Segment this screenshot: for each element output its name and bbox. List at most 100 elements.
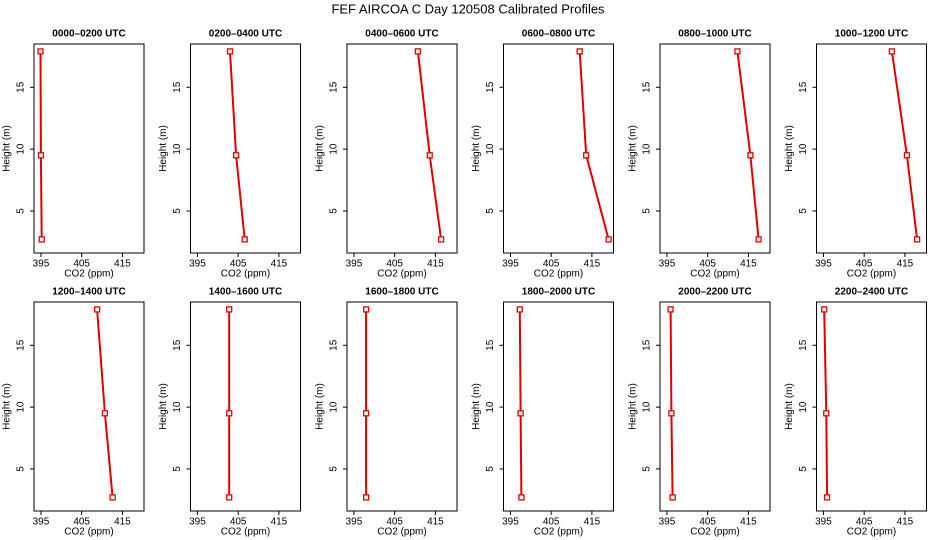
x-tick-label: 415 bbox=[114, 259, 131, 270]
profile-line bbox=[229, 51, 246, 240]
plot-frame bbox=[659, 43, 771, 254]
y-tick-label: 5 bbox=[16, 208, 27, 214]
data-point bbox=[605, 236, 612, 243]
data-point bbox=[109, 494, 116, 501]
y-axis-label: Height (m) bbox=[471, 383, 482, 430]
data-point bbox=[823, 410, 830, 417]
y-tick-label: 15 bbox=[642, 339, 653, 351]
x-axis-label: CO2 (ppm) bbox=[64, 527, 113, 538]
x-tick-label: 395 bbox=[815, 259, 832, 270]
panel-title: 1000–1200 UTC bbox=[835, 29, 908, 40]
y-axis-label: Height (m) bbox=[158, 383, 169, 430]
y-tick-label: 15 bbox=[485, 339, 496, 351]
y-tick-label: 10 bbox=[172, 401, 183, 413]
y-tick-label: 15 bbox=[798, 81, 809, 93]
panel-title: 1200–1400 UTC bbox=[52, 287, 125, 298]
y-tick-label: 15 bbox=[485, 81, 496, 93]
panel-title: 0600–0800 UTC bbox=[522, 29, 595, 40]
plot-frame bbox=[190, 43, 301, 254]
panel-title: 1800–2000 UTC bbox=[522, 287, 595, 298]
plot-frame bbox=[190, 301, 301, 512]
x-axis-label: CO2 (ppm) bbox=[534, 527, 583, 538]
x-tick-label: 415 bbox=[897, 517, 914, 528]
data-point bbox=[362, 494, 370, 501]
y-tick-label: 5 bbox=[329, 208, 340, 214]
x-tick-label: 415 bbox=[271, 517, 288, 528]
y-tick-label: 10 bbox=[16, 401, 27, 413]
plot-frame bbox=[346, 43, 458, 254]
x-tick-label: 395 bbox=[346, 517, 363, 528]
y-axis-label: Height (m) bbox=[784, 125, 795, 172]
data-point bbox=[583, 152, 590, 159]
y-tick-label: 10 bbox=[485, 143, 496, 155]
data-point bbox=[226, 410, 233, 417]
x-tick-label: 405 bbox=[386, 259, 403, 270]
data-point bbox=[755, 236, 762, 243]
panel-title: 0000–0200 UTC bbox=[52, 29, 125, 40]
page-title: FEF AIRCOA C Day 120508 Calibrated Profi… bbox=[331, 1, 605, 16]
profile-line bbox=[96, 309, 114, 498]
x-tick-label: 415 bbox=[897, 259, 914, 270]
x-tick-label: 405 bbox=[543, 259, 560, 270]
y-tick-label: 10 bbox=[172, 143, 183, 155]
y-tick-label: 10 bbox=[642, 401, 653, 413]
x-tick-label: 395 bbox=[33, 517, 50, 528]
y-axis-label: Height (m) bbox=[471, 125, 482, 172]
data-point bbox=[362, 410, 370, 417]
plot-frame bbox=[659, 301, 771, 512]
y-tick-label: 10 bbox=[329, 401, 340, 413]
data-point bbox=[888, 48, 896, 55]
y-tick-label: 5 bbox=[642, 466, 653, 472]
y-tick-label: 5 bbox=[329, 466, 340, 472]
y-axis-label: Height (m) bbox=[2, 125, 13, 172]
y-tick-label: 15 bbox=[798, 339, 809, 351]
data-point bbox=[518, 494, 525, 501]
x-tick-label: 395 bbox=[346, 259, 363, 270]
profile-line bbox=[669, 309, 674, 498]
panel-title: 2000–2200 UTC bbox=[678, 287, 751, 298]
y-axis-label: Height (m) bbox=[628, 383, 639, 430]
x-tick-label: 405 bbox=[73, 259, 90, 270]
x-tick-label: 415 bbox=[114, 517, 131, 528]
data-point bbox=[913, 236, 921, 243]
y-tick-label: 15 bbox=[16, 339, 27, 351]
x-axis-label: CO2 (ppm) bbox=[221, 269, 270, 280]
y-tick-label: 5 bbox=[16, 466, 27, 472]
data-point bbox=[668, 410, 675, 417]
profile-line bbox=[823, 309, 829, 498]
x-axis-label: CO2 (ppm) bbox=[64, 269, 113, 280]
y-axis-label: Height (m) bbox=[158, 125, 169, 172]
x-tick-label: 395 bbox=[659, 259, 676, 270]
data-point bbox=[576, 48, 583, 55]
x-axis-label: CO2 (ppm) bbox=[690, 527, 739, 538]
data-point bbox=[667, 306, 674, 313]
x-tick-label: 395 bbox=[189, 517, 206, 528]
x-tick-label: 395 bbox=[815, 517, 832, 528]
x-axis-label: CO2 (ppm) bbox=[847, 269, 896, 280]
x-axis-label: CO2 (ppm) bbox=[377, 269, 426, 280]
panel-title: 1400–1600 UTC bbox=[209, 287, 282, 298]
y-tick-label: 5 bbox=[172, 466, 183, 472]
y-axis-label: Height (m) bbox=[784, 383, 795, 430]
x-tick-label: 405 bbox=[386, 517, 403, 528]
x-tick-label: 405 bbox=[73, 517, 90, 528]
y-tick-label: 15 bbox=[329, 81, 340, 93]
y-tick-label: 15 bbox=[172, 339, 183, 351]
data-point bbox=[516, 306, 523, 313]
y-axis-label: Height (m) bbox=[315, 125, 326, 172]
x-tick-label: 405 bbox=[543, 517, 560, 528]
plot-frame bbox=[503, 301, 614, 512]
y-tick-label: 5 bbox=[798, 208, 809, 214]
x-tick-label: 415 bbox=[427, 259, 444, 270]
data-point bbox=[734, 48, 741, 55]
y-tick-label: 15 bbox=[172, 81, 183, 93]
data-point bbox=[821, 306, 828, 313]
x-axis-label: CO2 (ppm) bbox=[847, 527, 896, 538]
y-tick-label: 10 bbox=[485, 401, 496, 413]
y-tick-label: 15 bbox=[329, 339, 340, 351]
data-point bbox=[101, 410, 109, 417]
data-point bbox=[903, 152, 911, 159]
x-tick-label: 395 bbox=[502, 517, 519, 528]
data-point bbox=[426, 152, 433, 159]
y-tick-label: 10 bbox=[798, 401, 809, 413]
